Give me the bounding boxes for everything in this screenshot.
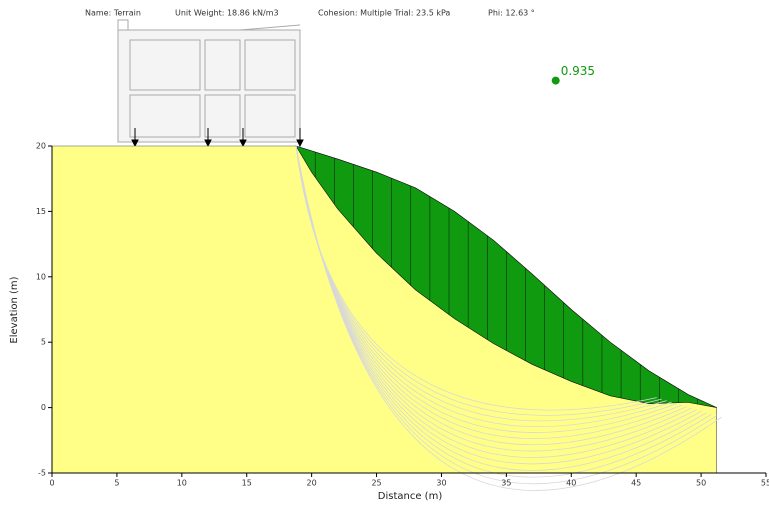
header-name: Name: Terrain xyxy=(85,9,141,18)
x-tick-label: 5 xyxy=(114,479,119,488)
factor-of-safety-marker xyxy=(552,77,560,85)
factor-of-safety-label: 0.935 xyxy=(561,64,595,78)
header-cohesion: Cohesion: Multiple Trial: 23.5 kPa xyxy=(318,9,450,18)
y-axis-label: Elevation (m) xyxy=(9,276,20,343)
x-tick-label: 50 xyxy=(696,479,706,488)
x-tick-label: 40 xyxy=(566,479,576,488)
x-tick-label: 10 xyxy=(177,479,187,488)
y-tick-label: -5 xyxy=(38,469,46,478)
x-axis-label: Distance (m) xyxy=(378,491,443,502)
x-tick-label: 20 xyxy=(307,479,317,488)
y-tick-label: 20 xyxy=(36,142,46,151)
chart: Name: Terrain Unit Weight: 18.86 kN/m3 C… xyxy=(0,0,769,506)
y-tick-label: 10 xyxy=(36,272,46,281)
building xyxy=(118,20,300,142)
x-tick-label: 45 xyxy=(631,479,641,488)
x-tick-label: 55 xyxy=(761,479,769,488)
x-tick-label: 0 xyxy=(49,479,54,488)
header-unit-weight: Unit Weight: 18.86 kN/m3 xyxy=(175,9,279,18)
y-tick-label: 0 xyxy=(41,403,46,412)
y-tick-label: 5 xyxy=(41,338,46,347)
y-tick-label: 15 xyxy=(36,207,46,216)
x-tick-label: 35 xyxy=(501,479,511,488)
x-tick-label: 30 xyxy=(436,479,446,488)
x-tick-label: 25 xyxy=(371,479,381,488)
header-phi: Phi: 12.63 ° xyxy=(488,9,535,18)
x-tick-label: 15 xyxy=(242,479,252,488)
